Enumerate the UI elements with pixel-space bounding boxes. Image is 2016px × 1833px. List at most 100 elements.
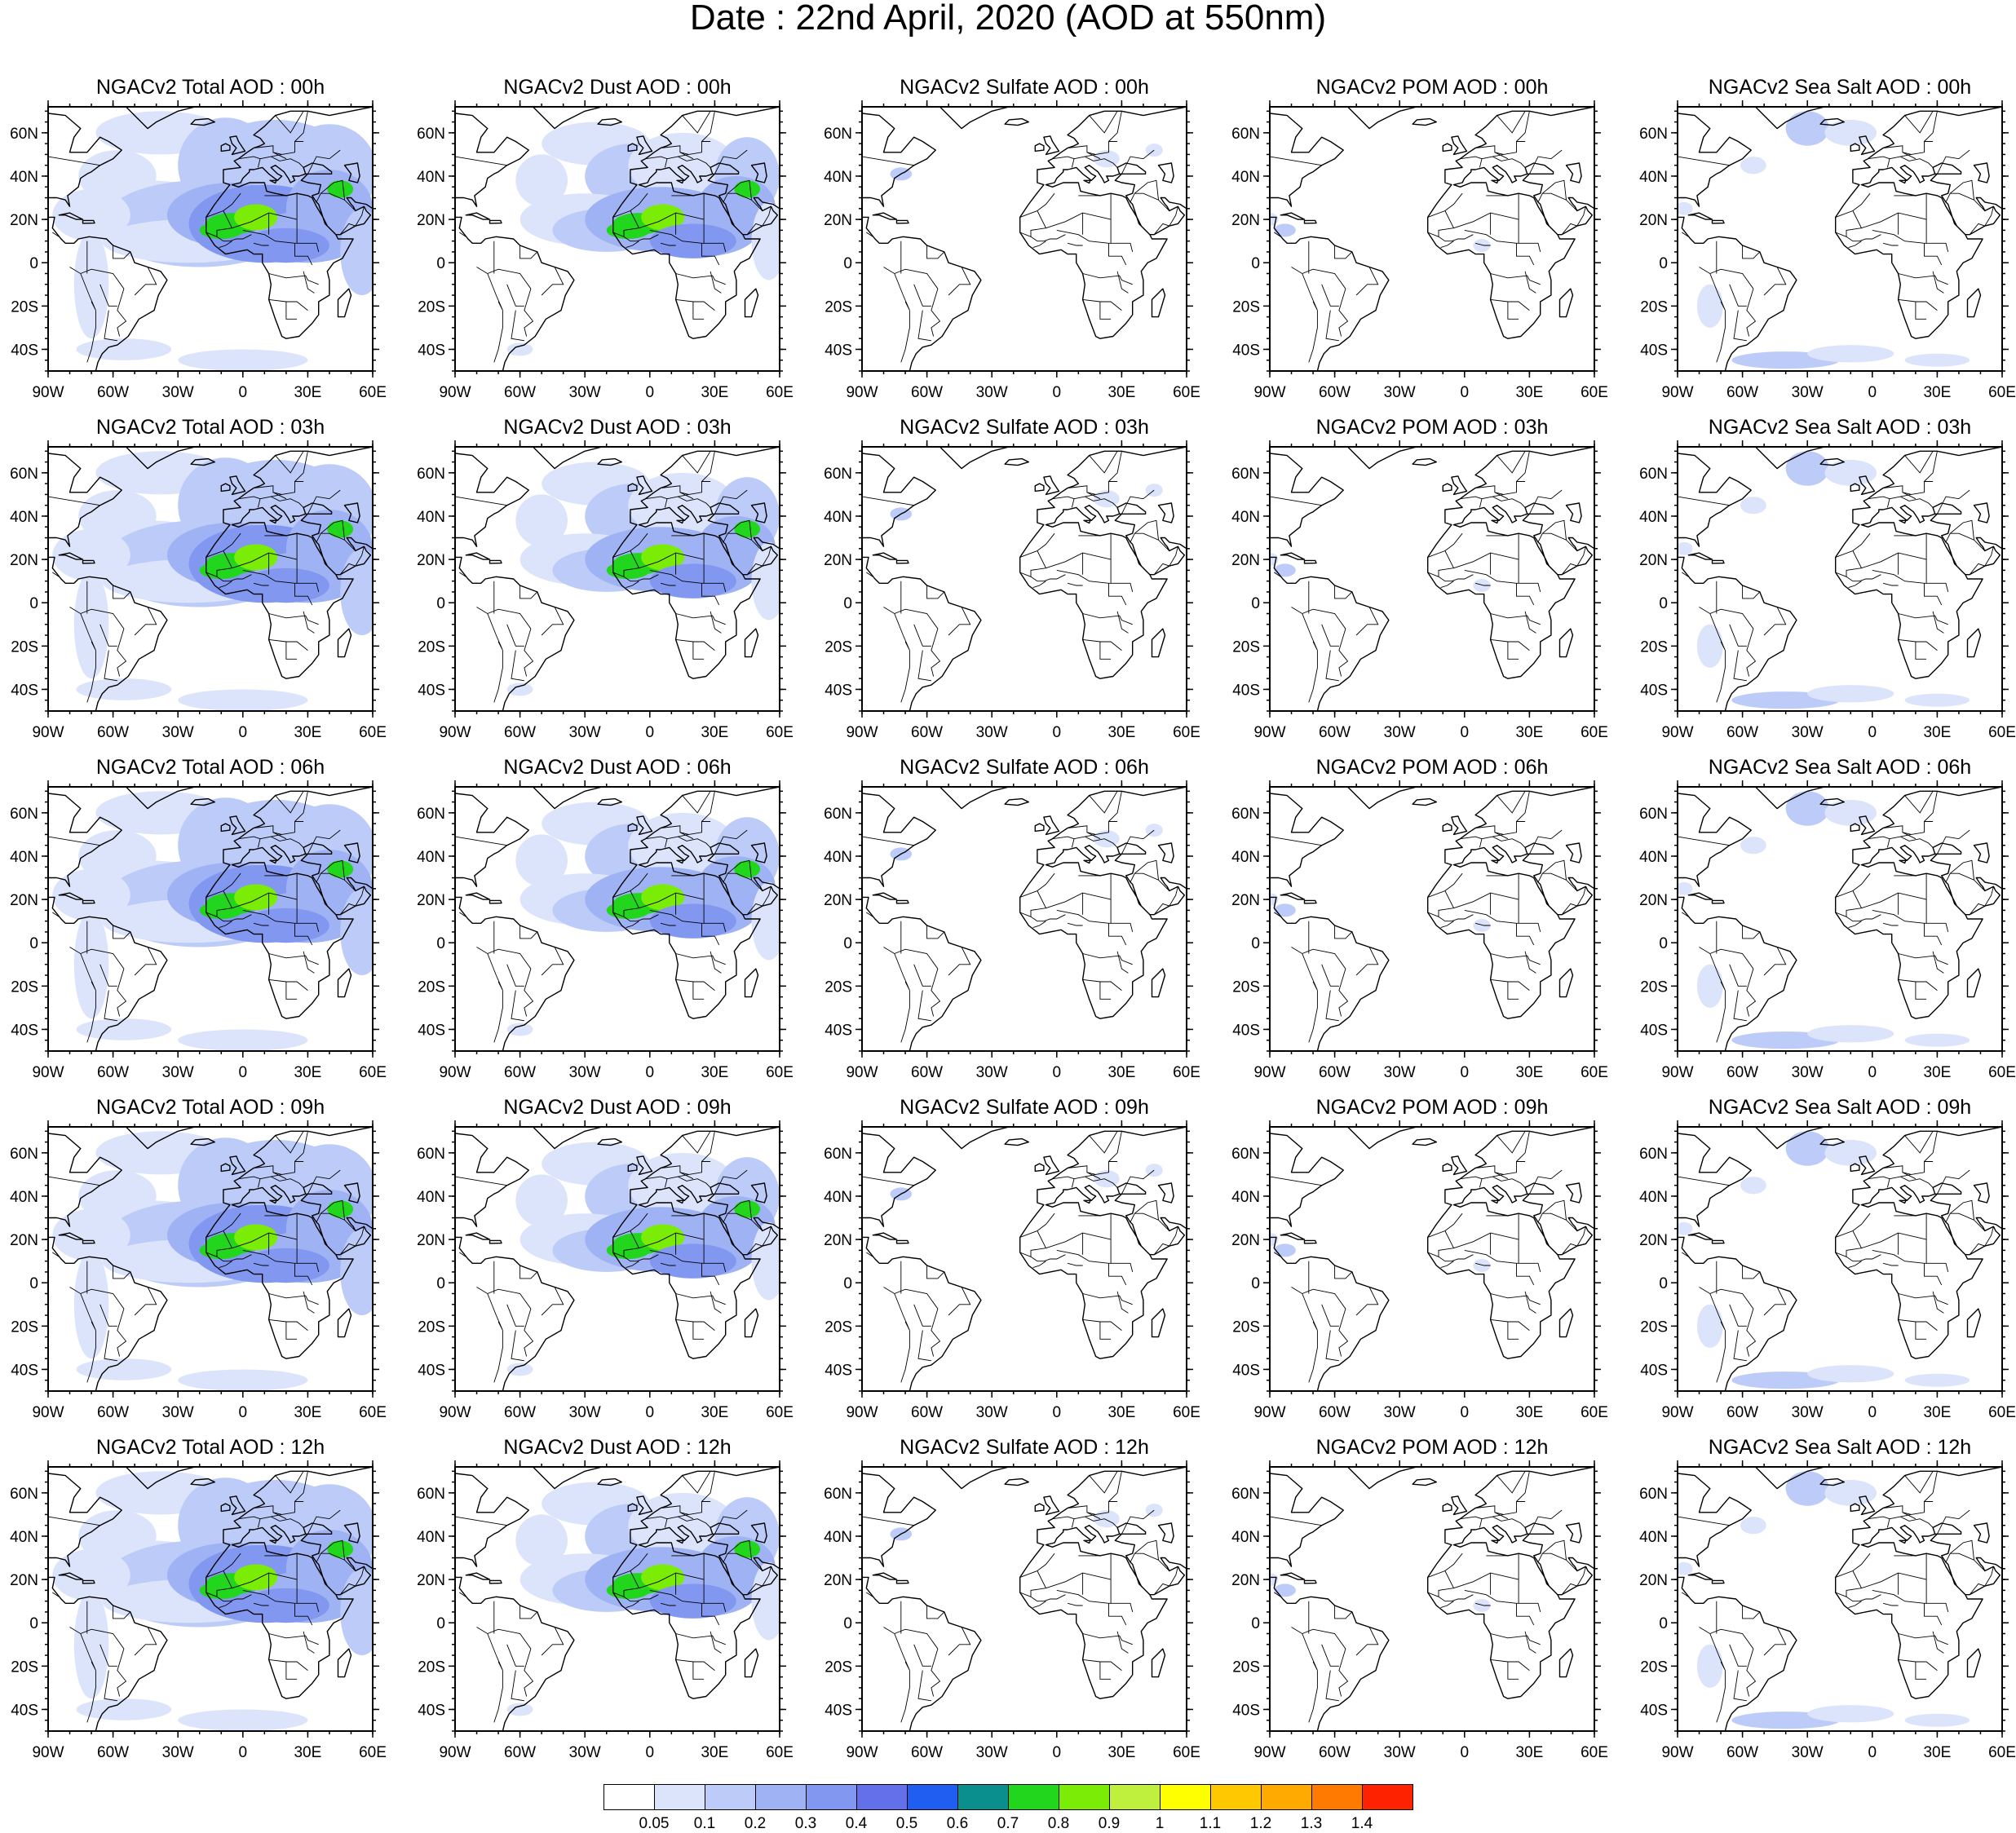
aod-field	[1274, 1583, 1296, 1597]
aod-field	[1807, 1025, 1894, 1043]
country-border	[242, 569, 320, 593]
country-border	[1528, 1509, 1563, 1535]
map-panel: NGACv2 Sulfate AOD : 06h60N40N20N020S40S…	[824, 756, 1200, 1081]
lat-label: 20N	[1231, 212, 1260, 229]
country-border	[1490, 953, 1541, 965]
aod-field	[649, 903, 736, 939]
colorbar-swatch	[1261, 1784, 1312, 1810]
country-border	[1898, 273, 1948, 285]
country-border	[666, 1161, 711, 1180]
country-border	[710, 1631, 722, 1654]
country-border	[1438, 890, 1455, 917]
coastline	[532, 1127, 603, 1150]
country-border	[612, 1553, 648, 1578]
colorbar-label: 1.1	[1199, 1815, 1222, 1832]
country-border	[1270, 496, 1322, 506]
country-border	[675, 1659, 715, 1671]
aod-field	[242, 1248, 329, 1283]
country-border	[1709, 608, 1757, 677]
coastline	[1280, 212, 1306, 220]
country-border	[623, 1570, 640, 1597]
lat-label: 40N	[417, 1529, 445, 1546]
lat-label: 40N	[10, 849, 38, 866]
map-frame	[1677, 786, 2003, 1052]
country-border	[1082, 1633, 1133, 1645]
country-border	[242, 1589, 320, 1613]
coastline	[744, 288, 759, 318]
map-panel: NGACv2 Total AOD : 09h60N40N20N020S40S90…	[10, 1096, 387, 1421]
country-border	[1516, 1263, 1535, 1286]
country-border	[206, 572, 252, 582]
coastline	[1819, 457, 1845, 466]
lon-label: 0	[646, 724, 655, 741]
country-border	[762, 1226, 771, 1247]
country-border	[1019, 912, 1066, 922]
coastline	[750, 502, 767, 523]
country-border	[254, 145, 282, 155]
coastline	[1973, 842, 1990, 863]
coastline	[82, 1579, 95, 1584]
coastline	[1966, 968, 1982, 998]
country-border	[1861, 892, 1927, 909]
coastline	[1491, 519, 1499, 524]
aod-field	[1696, 624, 1723, 668]
lon-label: 30W	[976, 1064, 1008, 1081]
coastline	[58, 1232, 84, 1240]
country-border	[1678, 836, 1730, 846]
lat-label: 40S	[418, 342, 445, 359]
country-border	[1561, 223, 1577, 235]
lat-label: 40N	[10, 169, 38, 186]
coastline	[1034, 823, 1045, 833]
lat-label: 0	[1659, 1615, 1668, 1632]
coastline	[58, 892, 84, 900]
country-border	[219, 921, 232, 929]
country-border	[303, 271, 315, 294]
country-border	[1868, 156, 1890, 168]
map-panel: NGACv2 Dust AOD : 03h60N40N20N020S40S90W…	[417, 416, 794, 741]
country-border	[1492, 836, 1526, 848]
coastline	[1451, 1495, 1468, 1516]
coastline	[1019, 1127, 1187, 1359]
aod-field	[1785, 791, 1829, 826]
coastline	[220, 143, 231, 152]
country-border	[1082, 1659, 1122, 1671]
country-border	[1067, 582, 1083, 586]
country-border	[1052, 1176, 1075, 1188]
lat-label: 20S	[1640, 1318, 1668, 1336]
country-border	[1729, 1304, 1747, 1327]
coastline	[1678, 113, 1797, 371]
coastline	[1678, 453, 1797, 711]
lon-label: 60W	[1319, 1744, 1351, 1761]
country-border	[1032, 581, 1046, 589]
colorbar-label: 1	[1155, 1815, 1165, 1832]
country-border	[1427, 532, 1463, 558]
country-border	[321, 1199, 345, 1221]
map-frame	[861, 786, 1187, 1052]
country-border	[1321, 964, 1339, 987]
country-border	[1950, 859, 1974, 881]
country-border	[294, 1471, 308, 1502]
country-border	[1056, 229, 1134, 253]
country-border	[762, 886, 771, 907]
coastline	[465, 1572, 491, 1580]
country-border	[271, 156, 304, 168]
lat-label: 0	[1659, 595, 1668, 612]
panel-title: NGACv2 Sea Salt AOD : 09h	[1709, 1096, 1971, 1119]
country-border	[623, 890, 640, 917]
lat-label: 40S	[1640, 342, 1668, 359]
country-border	[701, 791, 715, 822]
country-border	[900, 650, 910, 703]
lon-label: 30E	[1515, 724, 1543, 741]
coastline	[627, 143, 638, 152]
country-border	[1082, 953, 1133, 965]
map-panel: NGACv2 Dust AOD : 06h60N40N20N020S40S90W…	[417, 756, 794, 1081]
country-border	[253, 922, 269, 926]
country-border	[1898, 953, 1948, 965]
coastline	[1711, 1579, 1725, 1584]
lon-label: 30W	[162, 724, 194, 741]
coastline	[58, 1572, 84, 1580]
lat-label: 40S	[11, 342, 38, 359]
panel-title: NGACv2 POM AOD : 00h	[1316, 76, 1549, 99]
country-border	[1900, 1516, 1934, 1528]
